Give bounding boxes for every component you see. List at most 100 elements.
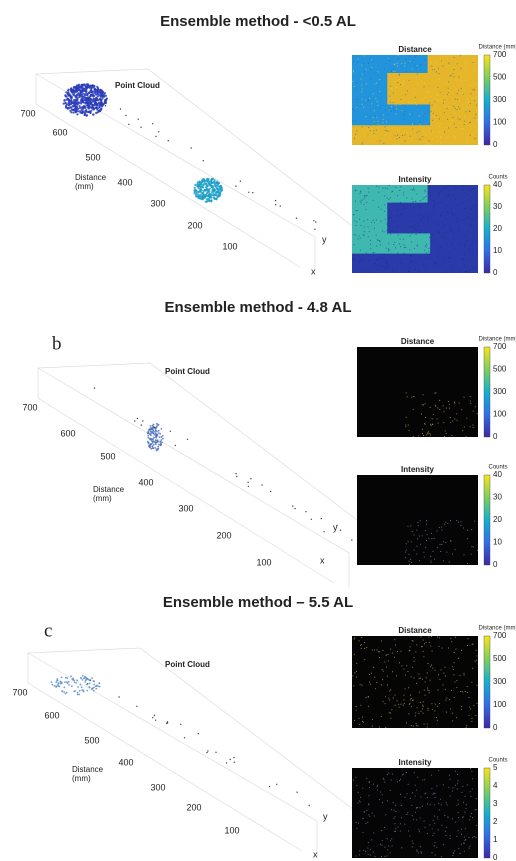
image-noise — [392, 652, 394, 654]
image-noise — [364, 641, 366, 643]
cloud-point — [81, 689, 84, 691]
image-noise — [461, 409, 463, 411]
image-noise — [403, 244, 405, 246]
colorbar-tick: 100 — [493, 118, 507, 127]
image-noise — [421, 645, 423, 647]
image-noise — [358, 822, 359, 824]
cloud-point — [72, 111, 75, 114]
image-title: Distance — [398, 45, 432, 54]
cloud-point — [155, 449, 158, 452]
colorbar-label: Distance (mm) — [478, 337, 516, 343]
image-noise — [362, 716, 364, 718]
image-noise — [386, 121, 388, 123]
image-noise — [469, 819, 471, 821]
cloud-point — [80, 677, 83, 680]
image-noise — [381, 839, 383, 841]
cloud-point — [195, 191, 198, 195]
image-noise — [368, 191, 370, 193]
image-noise — [407, 132, 409, 134]
cloud-point — [154, 447, 157, 449]
image-noise — [360, 647, 362, 649]
cloud-point — [236, 475, 238, 478]
image-noise — [393, 809, 395, 811]
image-noise — [443, 99, 445, 101]
image-noise — [382, 122, 384, 124]
cloud-point — [90, 103, 93, 106]
cloud-point — [218, 194, 221, 197]
image-noise — [358, 800, 360, 802]
image-noise — [371, 812, 373, 814]
image-noise — [357, 802, 359, 804]
image-noise — [424, 245, 426, 247]
image-noise — [384, 195, 386, 197]
image-noise — [469, 846, 471, 847]
image-noise — [411, 846, 413, 848]
image-noise — [465, 266, 467, 268]
image-noise — [448, 401, 450, 402]
image-noise — [468, 217, 470, 219]
image-noise — [467, 138, 469, 140]
image-noise — [400, 203, 402, 205]
cloud-point — [153, 714, 156, 717]
image-noise — [423, 723, 425, 725]
image-noise — [435, 263, 437, 265]
colorbar — [483, 474, 491, 566]
image-noise — [370, 243, 371, 245]
image-noise — [403, 83, 405, 85]
distance-tick: 500 — [84, 735, 99, 745]
image-noise — [430, 645, 432, 647]
image-noise — [357, 58, 359, 60]
image-noise — [470, 196, 472, 198]
image-noise — [439, 399, 441, 401]
cloud-point — [199, 193, 202, 196]
image-noise — [427, 707, 429, 709]
image-noise — [471, 219, 472, 221]
image-noise — [415, 723, 417, 725]
image-noise — [424, 422, 426, 424]
cloud-point — [160, 439, 163, 441]
image-noise — [439, 408, 441, 410]
cloud-point — [93, 683, 96, 686]
colorbar-tick: 500 — [493, 365, 507, 374]
image-noise — [377, 784, 378, 786]
cloud-point — [87, 678, 89, 681]
image-noise — [353, 234, 355, 235]
image-noise — [428, 140, 430, 142]
cloud-point — [88, 90, 91, 93]
image-noise — [426, 723, 428, 725]
image-noise — [355, 776, 357, 778]
image-noise — [462, 202, 464, 204]
image-noise — [470, 708, 472, 710]
image-noise — [442, 784, 444, 786]
image-noise — [423, 689, 425, 691]
image-noise — [397, 134, 399, 136]
image-noise — [422, 432, 423, 434]
cloud-point — [336, 524, 338, 527]
cloud-point — [204, 182, 207, 185]
image-noise — [352, 80, 354, 82]
image-noise — [434, 796, 436, 798]
cloud-point — [268, 785, 271, 788]
image-noise — [441, 236, 443, 238]
image-noise — [438, 194, 440, 196]
image-noise — [464, 243, 466, 245]
image-noise — [428, 692, 430, 694]
image-noise — [382, 777, 384, 779]
image-noise — [446, 194, 448, 196]
image-noise — [457, 830, 459, 832]
image-noise — [454, 199, 456, 201]
image-noise — [392, 802, 394, 803]
image-noise — [425, 59, 427, 61]
image-noise — [429, 804, 431, 806]
image-noise — [356, 221, 358, 223]
image-noise — [436, 256, 438, 258]
cloud-point — [154, 430, 156, 433]
image-noise — [363, 204, 365, 205]
image-noise — [472, 62, 474, 64]
image-noise — [364, 811, 366, 813]
image-noise — [397, 65, 398, 67]
image-noise — [421, 428, 423, 430]
image-noise — [372, 718, 373, 720]
image-noise — [461, 843, 462, 845]
image-noise — [368, 782, 370, 783]
